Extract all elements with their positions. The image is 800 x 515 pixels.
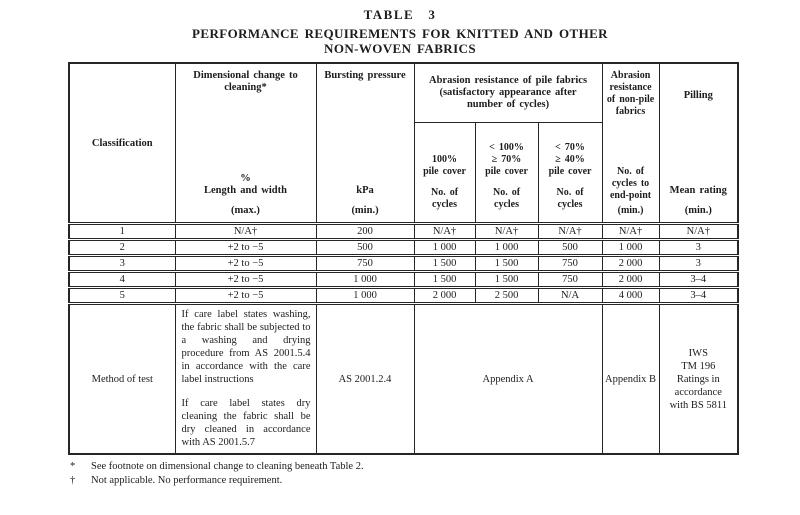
table-cell: N/A† <box>174 222 317 240</box>
table-cell: 500 <box>315 238 415 256</box>
classification-label: Classification <box>91 137 153 149</box>
pile-col-70-measure: No. of cycles <box>492 186 521 210</box>
table-cell: N/A† <box>658 222 739 240</box>
table-cell: 750 <box>537 254 603 272</box>
table-cell: N/A† <box>601 222 660 240</box>
nonpile-abrasion-header-cell: Abrasion resistance of non-pile fabrics … <box>601 62 660 224</box>
nonpile-abrasion-title: Abrasion resistance of non-pile fabrics <box>606 70 655 117</box>
table-row: 3 +2 to −5 750 1 500 1 500 750 2 000 3 <box>68 254 739 272</box>
pile-col-40-cover: < 70% ≥ 40% pile cover <box>548 141 592 177</box>
table-cell: 3 <box>658 238 739 256</box>
table-cell: 5 <box>68 286 176 304</box>
nonpile-abrasion-measure: No. of cycles to end-point <box>609 166 652 201</box>
footnotes: * See footnote on dimensional change to … <box>70 460 800 488</box>
table-cell: N/A† <box>537 222 603 240</box>
footnote-asterisk: * See footnote on dimensional change to … <box>70 460 800 474</box>
footnote-symbol: * <box>70 461 76 473</box>
footnote-symbol: † <box>70 475 76 487</box>
table-row: 1 N/A† 200 N/A† N/A† N/A† N/A† N/A† <box>68 222 739 240</box>
method-dry-cleaning-paragraph: If care label states dry cleaning the fa… <box>181 398 311 449</box>
table-cell: 1 000 <box>315 286 415 304</box>
method-dimensional-change-cell: If care label states washing, the fabric… <box>174 302 317 455</box>
table-cell: 3–4 <box>658 286 739 304</box>
table-cell: 200 <box>315 222 415 240</box>
bursting-pressure-header-cell: Bursting pressure kPa (min.) <box>315 62 415 224</box>
pile-col-70-header-cell: < 100% ≥ 70% pile cover No. of cycles <box>474 121 539 225</box>
pilling-measure: Mean rating <box>669 185 727 196</box>
table-cell: +2 to −5 <box>174 286 317 304</box>
table-cell: 1 500 <box>413 270 476 288</box>
method-of-test-row: Method of test If care label states wash… <box>68 302 739 455</box>
table-cell: 1 500 <box>413 254 476 272</box>
table-cell: 2 <box>68 238 176 256</box>
table-cell: 1 000 <box>601 238 660 256</box>
table-cell: 500 <box>537 238 603 256</box>
table-cell: 2 000 <box>601 254 660 272</box>
method-bursting-cell: AS 2001.2.4 <box>315 302 415 455</box>
method-washing-paragraph: If care label states washing, the fabric… <box>181 309 311 385</box>
footnote-dagger: † Not applicable. No performance require… <box>70 474 800 488</box>
pile-col-100-cover: 100% pile cover <box>423 153 466 177</box>
pile-col-40-header-cell: < 70% ≥ 40% pile cover No. of cycles <box>537 121 603 225</box>
table-cell: 1 500 <box>474 254 539 272</box>
nonpile-abrasion-limit: (min.) <box>617 205 644 216</box>
dimensional-change-header-cell: Dimensional change to cleaning* % Length… <box>174 62 317 224</box>
performance-requirements-table: Classification Dimensional change to cle… <box>68 62 740 456</box>
pile-col-100-header-cell: 100% pile cover No. of cycles <box>413 121 476 225</box>
table-cell: N/A† <box>474 222 539 240</box>
table-cell: 3 <box>658 254 739 272</box>
table-cell: 3–4 <box>658 270 739 288</box>
table-cell: +2 to −5 <box>174 270 317 288</box>
pilling-title: Pilling <box>683 90 713 101</box>
table-cell: 1 500 <box>474 270 539 288</box>
pile-col-100-measure: No. of cycles <box>430 186 459 210</box>
pile-col-40-measure: No. of cycles <box>556 186 584 210</box>
bursting-pressure-unit: kPa <box>356 185 374 196</box>
dimensional-change-limit: (max.) <box>231 205 260 216</box>
classification-header-cell: Classification <box>68 62 176 224</box>
table-row: 5 +2 to −5 1 000 2 000 2 500 N/A 4 000 3… <box>68 286 739 304</box>
pilling-header-cell: Pilling Mean rating (min.) <box>658 62 739 224</box>
table-cell: N/A† <box>413 222 476 240</box>
pilling-limit: (min.) <box>684 205 712 216</box>
table-cell: 2 500 <box>474 286 539 304</box>
table-cell: 4 <box>68 270 176 288</box>
table-cell: 750 <box>315 254 415 272</box>
method-pile-cell: Appendix A <box>413 302 603 455</box>
table-cell: N/A <box>537 286 603 304</box>
method-nonpile-cell: Appendix B <box>601 302 660 455</box>
dimensional-change-unit: % Length and width <box>204 173 287 196</box>
table-cell: +2 to −5 <box>174 254 317 272</box>
pile-col-70-cover: < 100% ≥ 70% pile cover <box>485 141 528 177</box>
method-pilling-cell: IWS TM 196 Ratings in accordance with BS… <box>658 302 739 455</box>
footnote-text: See footnote on dimensional change to cl… <box>91 461 364 473</box>
bursting-pressure-title: Bursting pressure <box>324 70 406 81</box>
table-cell: 1 000 <box>413 238 476 256</box>
table-cell: 3 <box>68 254 176 272</box>
table-row: 2 +2 to −5 500 1 000 1 000 500 1 000 3 <box>68 238 739 256</box>
table-cell: 750 <box>537 270 603 288</box>
doc-title-line2: NON-WOVEN FABRICS <box>324 41 476 56</box>
table-row: 4 +2 to −5 1 000 1 500 1 500 750 2 000 3… <box>68 270 739 288</box>
table-number: TABLE 3 <box>363 7 437 22</box>
table-cell: 1 000 <box>315 270 415 288</box>
dimensional-change-title: Dimensional change to cleaning* <box>193 70 298 93</box>
pile-abrasion-group-header-cell: Abrasion resistance of pile fabrics (sat… <box>413 62 603 123</box>
title-block: TABLE 3 PERFORMANCE REQUIREMENTS FOR KNI… <box>0 0 800 56</box>
table-cell: 1 000 <box>474 238 539 256</box>
bursting-pressure-limit: (min.) <box>351 205 379 216</box>
table-cell: 2 000 <box>601 270 660 288</box>
footnote-text: Not applicable. No performance requireme… <box>91 475 283 487</box>
method-label-cell: Method of test <box>68 302 176 455</box>
table-cell: +2 to −5 <box>174 238 317 256</box>
pile-abrasion-group-title: Abrasion resistance of pile fabrics (sat… <box>428 74 588 110</box>
table-cell: 1 <box>68 222 176 240</box>
table-cell: 2 000 <box>413 286 476 304</box>
doc-title-line1: PERFORMANCE REQUIREMENTS FOR KNITTED AND… <box>192 26 608 41</box>
table-cell: 4 000 <box>601 286 660 304</box>
